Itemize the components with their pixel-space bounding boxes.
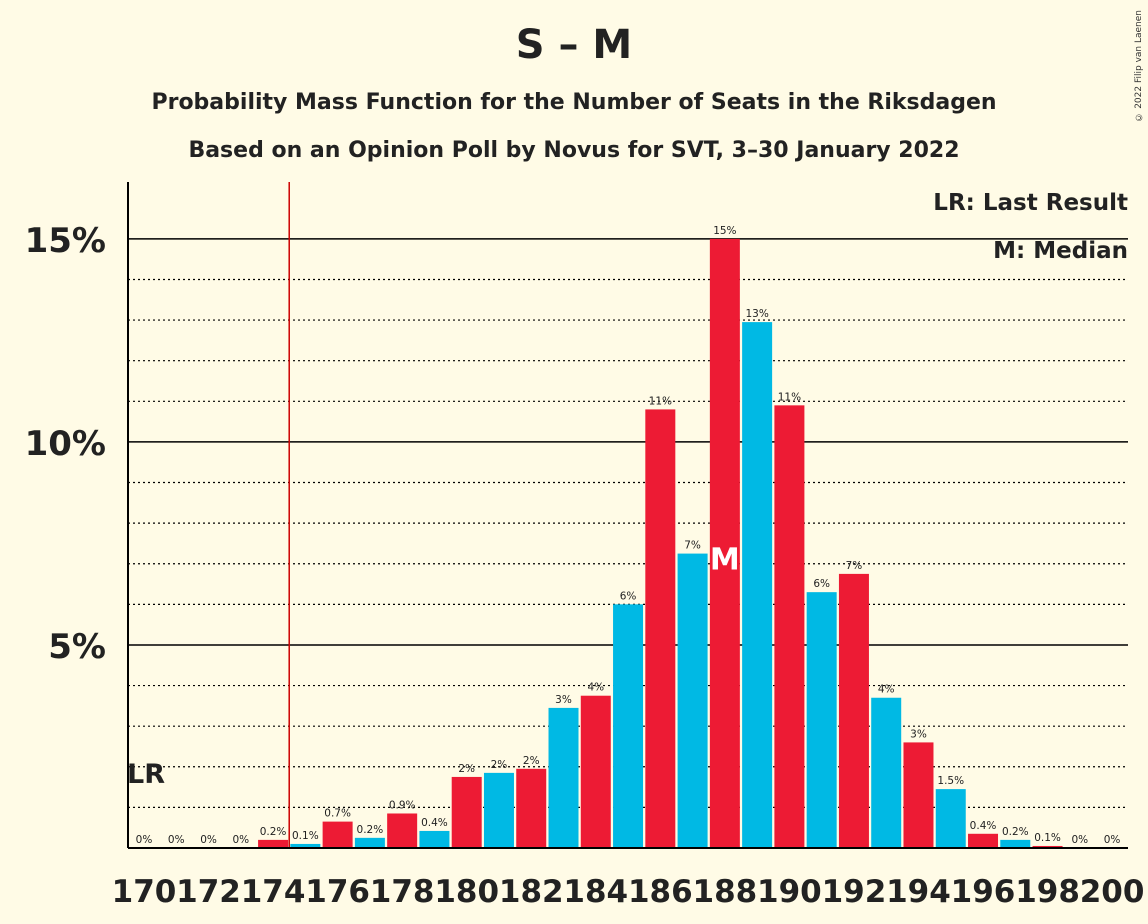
bar-175: [290, 843, 321, 848]
bar-label-192: 7%: [846, 560, 863, 572]
bar-176: [322, 821, 353, 848]
bar-label-187: 7%: [684, 540, 701, 552]
x-tick-label: 194: [886, 874, 951, 910]
axes: 5%10%15%170 172 174 176 178 180 182 184 186 188 19…: [25, 182, 1145, 910]
bar-label-176: 0.7%: [324, 808, 351, 820]
bar-195: [935, 789, 966, 848]
bar-190: [774, 405, 805, 848]
y-tick-label: 5%: [48, 627, 106, 667]
x-tick-label: 188: [693, 874, 758, 910]
bar-186: [645, 409, 676, 848]
x-tick-label: 176: [305, 874, 370, 910]
bar-label-195: 1.5%: [937, 775, 964, 787]
bar-188: [709, 238, 740, 849]
x-tick-label: 190: [757, 874, 822, 910]
x-tick-label: 200: [1080, 874, 1145, 910]
bar-label-194: 3%: [910, 728, 927, 740]
x-tick-label: 196: [951, 874, 1016, 910]
bar-180: [451, 776, 482, 848]
bar-label-200: 0%: [1104, 834, 1121, 846]
bar-label-172: 0%: [200, 834, 217, 846]
bar-label-199: 0%: [1071, 834, 1088, 846]
bar-label-188: 15%: [713, 225, 736, 237]
x-tick-label: 180: [434, 874, 499, 910]
bar-177: [354, 837, 385, 848]
bar-label-179: 0.4%: [421, 817, 448, 829]
bar-178: [387, 813, 418, 848]
bar-label-171: 0%: [168, 834, 185, 846]
bar-label-178: 0.9%: [389, 799, 416, 811]
bar-label-174: 0.2%: [260, 826, 287, 838]
bar-label-197: 0.2%: [1002, 826, 1029, 838]
x-tick-label: 184: [563, 874, 628, 910]
last-result-marker: LR: [127, 759, 165, 790]
bar-label-181: 2%: [491, 759, 508, 771]
x-tick-label: 178: [370, 874, 435, 910]
bar-label-175: 0.1%: [292, 830, 319, 842]
x-tick-label: 198: [1015, 874, 1080, 910]
bar-197: [1000, 839, 1031, 848]
bar-label-193: 4%: [878, 684, 895, 696]
bar-185: [613, 604, 644, 848]
bar-191: [806, 592, 837, 848]
bar-label-170: 0%: [136, 834, 153, 846]
legend-last-result: LR: Last Result: [933, 190, 1128, 216]
bar-198: [1032, 845, 1063, 848]
bar-label-182: 2%: [523, 755, 540, 767]
legend-median: M: Median: [993, 238, 1128, 264]
bar-179: [419, 830, 450, 848]
bar-label-189: 13%: [745, 308, 768, 320]
y-tick-label: 15%: [25, 221, 106, 261]
bar-184: [580, 695, 611, 848]
bar-192: [838, 573, 869, 848]
bar-194: [903, 742, 934, 848]
bar-label-173: 0%: [232, 834, 249, 846]
x-tick-label: 174: [241, 874, 306, 910]
bar-189: [742, 322, 773, 849]
bar-label-185: 6%: [620, 590, 637, 602]
bar-labels: 0% 0% 0% 0% 0.2% 0.1% 0.7% 0.2% 0.9% 0.4% 2% 2% 2% 3%…: [127, 182, 1120, 848]
bar-label-183: 3%: [555, 694, 572, 706]
bar-label-196: 0.4%: [970, 820, 997, 832]
bars: [258, 238, 1063, 849]
bar-182: [516, 768, 547, 848]
bar-label-198: 0.1%: [1034, 832, 1061, 844]
bar-196: [968, 833, 999, 848]
bar-181: [483, 772, 514, 848]
bar-label-190: 11%: [778, 391, 801, 403]
bar-label-180: 2%: [458, 763, 475, 775]
bar-187: [677, 553, 708, 848]
x-tick-label: 170: [112, 874, 177, 910]
y-tick-label: 10%: [25, 424, 106, 464]
bar-label-191: 6%: [813, 578, 830, 590]
chart-subtitle-2: Based on an Opinion Poll by Novus for SV…: [188, 138, 960, 163]
bar-174: [258, 839, 289, 848]
chart-title: S – M: [515, 22, 633, 68]
bar-193: [871, 697, 902, 848]
median-marker: M: [710, 543, 740, 578]
bar-label-177: 0.2%: [357, 824, 384, 836]
bar-label-186: 11%: [649, 395, 672, 407]
bar-label-184: 4%: [587, 682, 604, 694]
x-tick-label: 186: [628, 874, 693, 910]
chart-subtitle-1: Probability Mass Function for the Number…: [151, 90, 997, 115]
x-tick-label: 182: [499, 874, 564, 910]
x-tick-label: 192: [822, 874, 887, 910]
bar-183: [548, 707, 579, 848]
x-tick-label: 172: [176, 874, 241, 910]
